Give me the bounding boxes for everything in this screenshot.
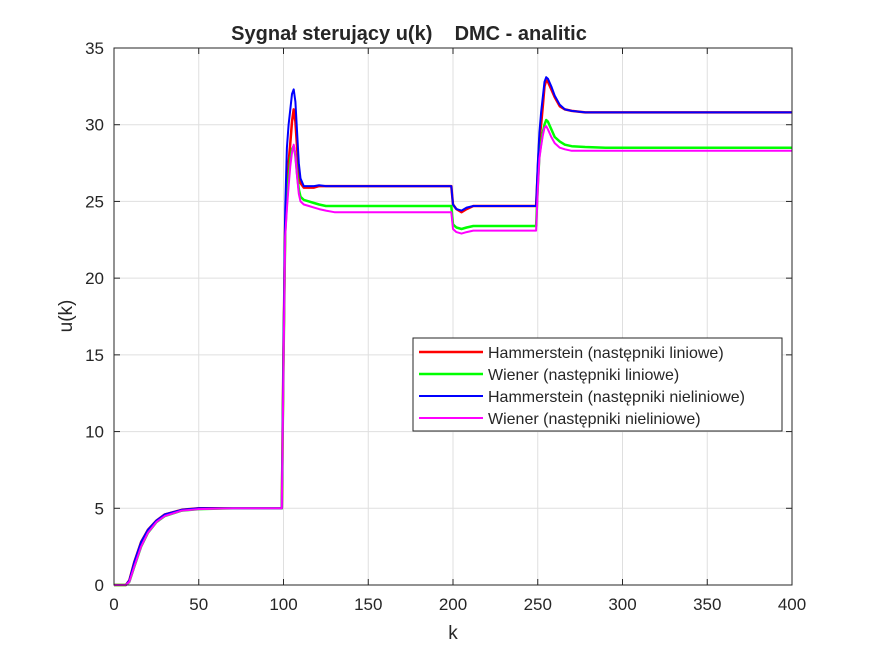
y-tick-label: 10	[85, 423, 104, 442]
y-tick-label: 30	[85, 116, 104, 135]
x-tick-label: 200	[439, 595, 467, 614]
x-tick-label: 300	[608, 595, 636, 614]
series-layer	[114, 76, 792, 587]
y-axis-label: u(k)	[56, 300, 77, 333]
legend-entry-label: Hammerstein (następniki liniowe)	[488, 345, 724, 362]
y-tick-label: 25	[85, 192, 104, 211]
legend: Hammerstein (następniki liniowe) Wiener (…	[412, 337, 783, 432]
x-axis-label: k	[448, 623, 458, 644]
x-tick-label: 50	[189, 595, 208, 614]
legend-entry-label: Wiener (następniki nieliniowe)	[488, 411, 701, 428]
chart-title: Sygnał sterujący u(k) DMC - analitic	[231, 23, 587, 45]
legend-box	[412, 337, 783, 432]
y-tick-label: 35	[85, 39, 104, 58]
legend-entry-label: Hammerstein (następniki nieliniowe)	[488, 389, 745, 406]
x-tick-label: 100	[269, 595, 297, 614]
ticks: 0 50 100 150 200 250 300 350 400 0 5 10 15 20 25 30 35	[85, 39, 806, 614]
x-tick-label: 250	[524, 595, 552, 614]
x-tick-label: 150	[354, 595, 382, 614]
x-tick-label: 350	[693, 595, 721, 614]
x-tick-label: 0	[109, 595, 118, 614]
y-tick-label: 20	[85, 269, 104, 288]
legend-entry-label: Wiener (następniki liniowe)	[488, 367, 679, 384]
y-tick-label: 5	[95, 499, 104, 518]
x-tick-label: 400	[778, 595, 806, 614]
y-tick-label: 15	[85, 346, 104, 365]
y-tick-label: 0	[95, 576, 104, 595]
series-line	[114, 125, 792, 586]
